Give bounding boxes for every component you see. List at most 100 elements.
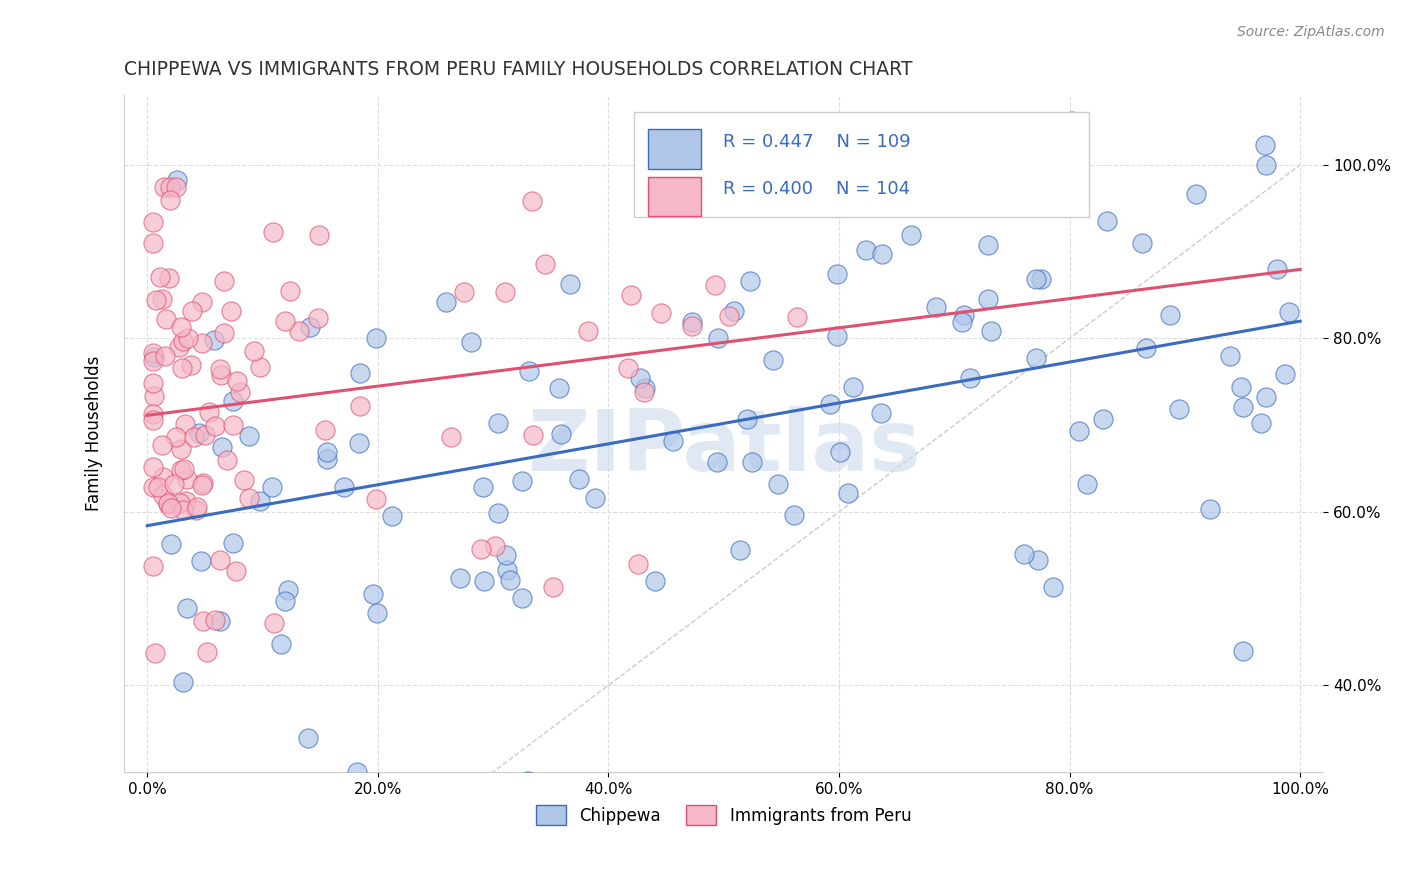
- Point: [195, 645, 218, 659]
- Text: CHIPPEWA VS IMMIGRANTS FROM PERU FAMILY HOUSEHOLDS CORRELATION CHART: CHIPPEWA VS IMMIGRANTS FROM PERU FAMILY …: [124, 60, 912, 78]
- Point: [925, 300, 948, 314]
- Point: [142, 413, 165, 427]
- Point: [172, 361, 194, 376]
- Point: [1254, 158, 1277, 172]
- Point: [142, 408, 165, 422]
- FancyBboxPatch shape: [634, 112, 1090, 218]
- Point: [212, 326, 235, 340]
- Point: [249, 359, 271, 374]
- Point: [212, 274, 235, 288]
- Point: [718, 309, 741, 323]
- FancyBboxPatch shape: [648, 129, 702, 169]
- Point: [188, 426, 211, 441]
- Point: [959, 371, 981, 385]
- Point: [620, 288, 643, 302]
- Point: [148, 480, 170, 494]
- Point: [547, 381, 569, 395]
- Point: [783, 508, 806, 522]
- Point: [510, 591, 533, 606]
- Point: [1025, 351, 1047, 366]
- Point: [198, 405, 221, 419]
- Point: [274, 594, 297, 608]
- Point: [568, 472, 591, 486]
- Point: [270, 637, 292, 651]
- Point: [209, 615, 232, 629]
- Point: [762, 353, 785, 368]
- Point: [706, 455, 728, 469]
- Point: [472, 574, 495, 589]
- Point: [723, 304, 745, 318]
- Point: [980, 325, 1002, 339]
- Point: [977, 238, 1000, 252]
- Point: [644, 574, 666, 589]
- Y-axis label: Family Households: Family Households: [86, 356, 103, 511]
- Point: [1042, 580, 1064, 594]
- Point: [681, 319, 703, 334]
- Point: [366, 606, 388, 620]
- Point: [165, 430, 187, 444]
- Point: [628, 371, 651, 385]
- Point: [534, 257, 557, 271]
- Point: [209, 552, 232, 566]
- Point: [872, 247, 894, 261]
- Point: [159, 179, 181, 194]
- Point: [1159, 308, 1181, 322]
- Point: [950, 315, 973, 329]
- Point: [1230, 380, 1253, 394]
- Point: [349, 399, 371, 413]
- Point: [316, 444, 339, 458]
- Point: [156, 496, 179, 510]
- Point: [1062, 114, 1084, 128]
- Point: [177, 331, 200, 345]
- Point: [307, 311, 329, 326]
- Text: R = 0.400    N = 104: R = 0.400 N = 104: [723, 180, 910, 198]
- Point: [650, 306, 672, 320]
- Point: [440, 430, 463, 444]
- Point: [225, 565, 247, 579]
- Point: [160, 537, 183, 551]
- Point: [142, 235, 165, 250]
- Point: [522, 428, 544, 442]
- Point: [297, 731, 319, 746]
- Point: [152, 470, 174, 484]
- Point: [1130, 235, 1153, 250]
- Point: [155, 311, 177, 326]
- Point: [952, 308, 974, 322]
- Point: [157, 270, 180, 285]
- Point: [308, 227, 330, 242]
- Point: [498, 573, 520, 587]
- Point: [766, 476, 789, 491]
- Point: [1025, 272, 1047, 286]
- Point: [1232, 400, 1254, 414]
- Point: [316, 451, 339, 466]
- Point: [516, 773, 538, 788]
- Point: [1014, 547, 1036, 561]
- Point: [634, 381, 657, 395]
- FancyBboxPatch shape: [648, 177, 702, 216]
- Point: [186, 500, 208, 514]
- Point: [229, 385, 252, 400]
- Point: [495, 563, 517, 577]
- Point: [820, 396, 842, 410]
- Point: [142, 354, 165, 368]
- Point: [738, 274, 761, 288]
- Point: [150, 438, 173, 452]
- Point: [172, 503, 194, 517]
- Point: [627, 558, 650, 572]
- Point: [170, 319, 193, 334]
- Point: [510, 474, 533, 488]
- Text: ZIPatlas: ZIPatlas: [527, 406, 921, 489]
- Point: [486, 417, 509, 431]
- Point: [346, 765, 368, 780]
- Point: [170, 463, 193, 477]
- Point: [238, 491, 260, 506]
- Point: [617, 361, 640, 376]
- Point: [550, 427, 572, 442]
- Point: [517, 364, 540, 378]
- Point: [190, 554, 212, 568]
- Point: [1219, 349, 1241, 363]
- Point: [1026, 553, 1049, 567]
- Point: [183, 430, 205, 444]
- Point: [1254, 390, 1277, 404]
- Point: [470, 541, 492, 556]
